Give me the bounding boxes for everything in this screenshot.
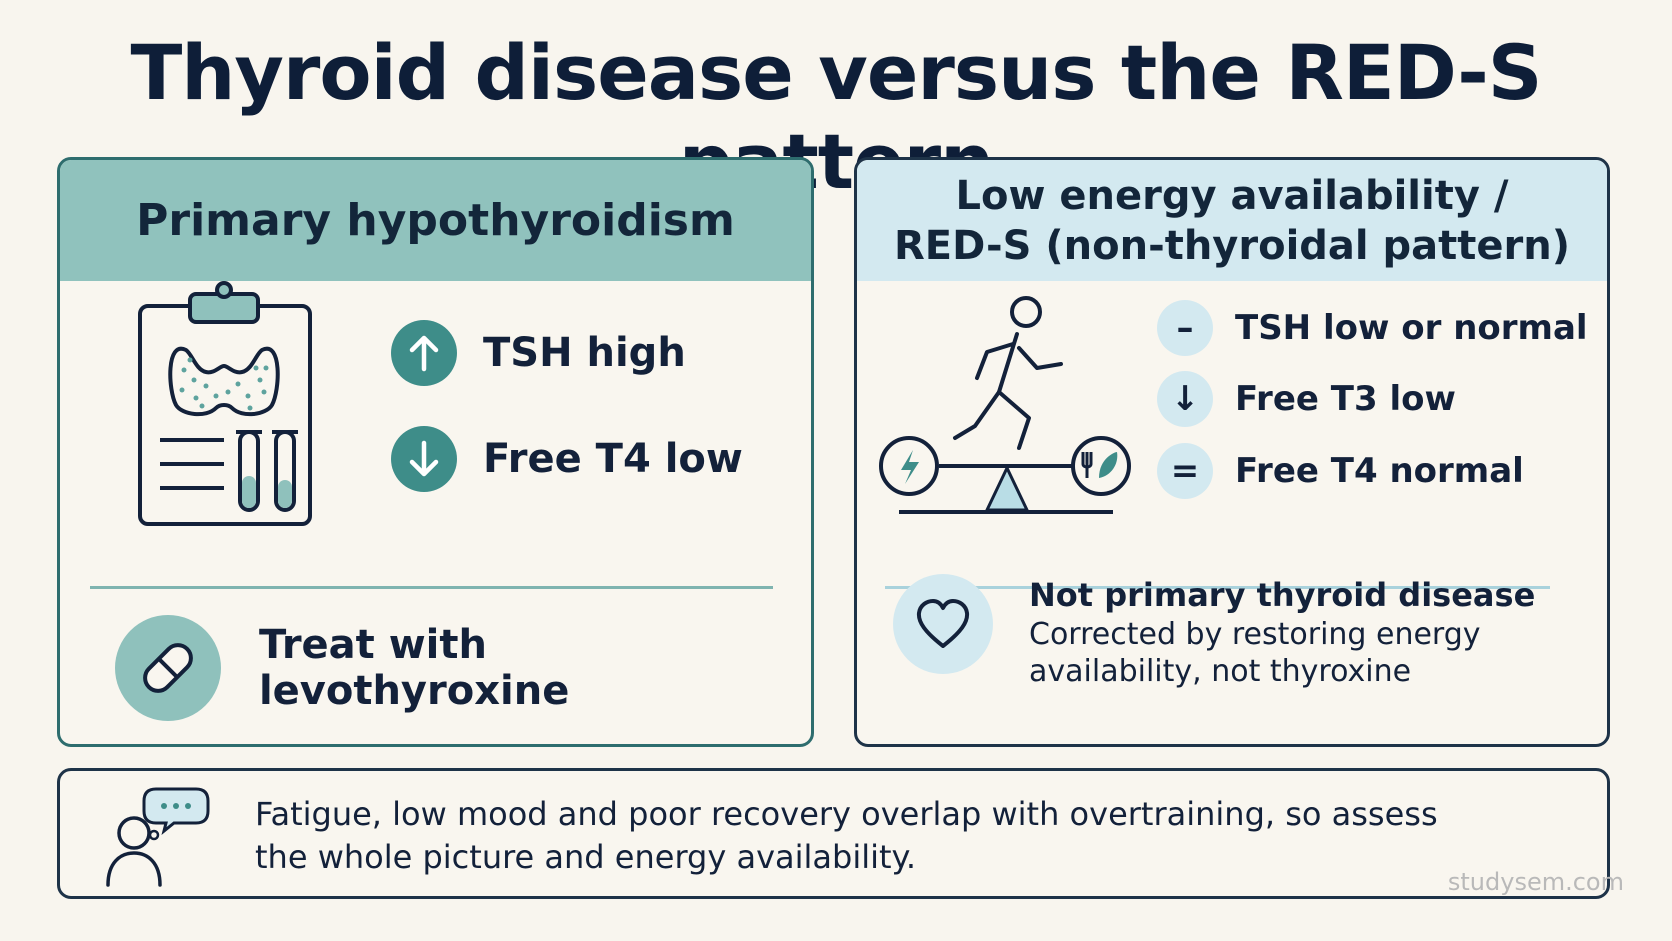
tsh-low-normal-label: TSH low or normal	[1235, 308, 1588, 348]
conclusion-body: Corrected by restoring energy availabili…	[1029, 617, 1481, 689]
divider	[885, 586, 1550, 589]
arrow-up-icon	[391, 320, 457, 386]
tsh-low-normal-item: – TSH low or normal	[1157, 300, 1588, 356]
arrow-down-icon: ↓	[1157, 371, 1213, 427]
free-t3-low-label: Free T3 low	[1235, 379, 1456, 419]
note-box: Fatigue, low mood and poor recovery over…	[57, 768, 1610, 899]
red-s-panel: Low energy availability / RED-S (non-thy…	[854, 157, 1610, 747]
free-t4-low-label: Free T4 low	[483, 436, 743, 482]
clipboard-thyroid-icon	[138, 281, 312, 526]
divider	[90, 586, 773, 589]
heart-icon	[893, 574, 993, 674]
conclusion-title: Not primary thyroid disease	[1029, 576, 1536, 614]
person-thinking-icon	[106, 787, 210, 887]
hypothyroidism-heading: Primary hypothyroidism	[60, 160, 811, 281]
hypothyroidism-panel: Primary hypothyroidism TSH high Fr	[57, 157, 814, 747]
watermark: studysem.com	[1447, 868, 1624, 896]
free-t4-normal-item: = Free T4 normal	[1157, 443, 1524, 499]
tsh-high-label: TSH high	[483, 330, 686, 376]
red-s-conclusion: Not primary thyroid disease Corrected by…	[893, 574, 1535, 690]
equals-icon: =	[1157, 443, 1213, 499]
tsh-high-item: TSH high	[391, 320, 686, 386]
pill-icon	[115, 615, 221, 721]
runner-balance-icon	[879, 296, 1131, 514]
red-s-heading-line2: RED-S (non-thyroidal pattern)	[893, 222, 1571, 269]
free-t4-low-item: Free T4 low	[391, 426, 743, 492]
dash-icon: –	[1157, 300, 1213, 356]
free-t4-normal-label: Free T4 normal	[1235, 451, 1524, 491]
treatment-row: Treat with levothyroxine	[115, 615, 811, 721]
free-t3-low-item: ↓ Free T3 low	[1157, 371, 1456, 427]
note-text: Fatigue, low mood and poor recovery over…	[255, 795, 1438, 876]
treatment-label: Treat with levothyroxine	[258, 622, 570, 714]
arrow-down-icon	[391, 426, 457, 492]
red-s-heading-line1: Low energy availability /	[955, 172, 1509, 219]
red-s-heading: Low energy availability / RED-S (non-thy…	[857, 160, 1607, 281]
